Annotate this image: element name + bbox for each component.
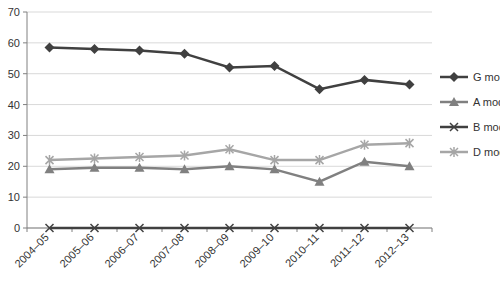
marker xyxy=(91,154,99,164)
data-group xyxy=(45,42,415,232)
grid-line xyxy=(27,197,432,198)
marker xyxy=(406,224,414,232)
x-tick xyxy=(27,228,28,232)
series-line xyxy=(50,162,410,182)
y-tick-label: 30 xyxy=(8,129,20,141)
series-line xyxy=(50,143,410,160)
marker xyxy=(405,161,415,170)
marker xyxy=(181,150,189,160)
marker xyxy=(91,224,99,232)
marker xyxy=(136,224,144,232)
marker xyxy=(45,42,55,52)
marker xyxy=(405,80,415,90)
y-tick-label: 10 xyxy=(8,191,20,203)
x-tick-label: 2005–06 xyxy=(57,231,96,270)
marker xyxy=(271,155,279,165)
marker xyxy=(361,140,369,150)
legend-label: G model xyxy=(473,71,500,83)
marker xyxy=(406,138,414,148)
y-tick-label: 70 xyxy=(8,6,20,18)
y-tick xyxy=(23,197,27,198)
marker xyxy=(270,61,280,71)
y-tick xyxy=(23,12,27,13)
legend-label: A model xyxy=(473,96,500,108)
marker xyxy=(360,75,370,85)
grid-line xyxy=(27,135,432,136)
marker xyxy=(181,224,189,232)
x-tick-label: 2004–05 xyxy=(12,231,51,270)
marker xyxy=(316,155,324,165)
y-tick xyxy=(23,42,27,43)
marker xyxy=(90,163,100,172)
legend-marker xyxy=(449,72,459,82)
y-tick-label: 20 xyxy=(8,160,20,172)
marker xyxy=(315,84,325,94)
legend-marker xyxy=(450,147,458,157)
marker xyxy=(225,63,235,73)
legend-marker xyxy=(450,123,458,131)
marker xyxy=(136,152,144,162)
marker xyxy=(46,224,54,232)
legend-label: D model xyxy=(473,146,500,158)
x-tick-label: 2010–11 xyxy=(283,231,321,269)
grid-line xyxy=(27,12,432,13)
marker xyxy=(360,157,370,166)
x-tick-label: 2006–07 xyxy=(102,231,141,270)
x-tick-label: 2011–12 xyxy=(328,231,366,269)
y-tick xyxy=(23,104,27,105)
y-tick-label: 40 xyxy=(8,99,20,111)
marker xyxy=(180,164,190,173)
x-tick xyxy=(432,228,433,232)
marker xyxy=(271,224,279,232)
grid-line xyxy=(27,73,432,74)
chart: 0 10 20 30 40 50 60 70 2004–052005–062006–072007… xyxy=(0,0,500,284)
y-axis xyxy=(27,12,28,228)
marker xyxy=(226,144,234,154)
marker xyxy=(46,155,54,165)
legend-marker xyxy=(449,97,459,106)
marker xyxy=(90,44,100,54)
marker xyxy=(45,164,55,173)
marker xyxy=(226,224,234,232)
x-tick-label: 2009–10 xyxy=(237,231,276,270)
marker xyxy=(316,224,324,232)
y-tick-label: 60 xyxy=(8,37,20,49)
legend: G model A model B model D model xyxy=(440,71,500,158)
marker xyxy=(135,163,145,172)
y-tick xyxy=(23,135,27,136)
series-line xyxy=(50,47,410,89)
y-tick xyxy=(23,73,27,74)
marker xyxy=(315,177,325,186)
marker xyxy=(361,224,369,232)
y-tick xyxy=(23,166,27,167)
marker xyxy=(180,49,190,59)
x-tick-label: 2012–13 xyxy=(372,231,411,270)
marker xyxy=(135,46,145,56)
legend-label: B model xyxy=(473,121,500,133)
marker xyxy=(225,161,235,170)
marker xyxy=(270,164,280,173)
y-tick xyxy=(23,228,27,229)
x-tick-label: 2007–08 xyxy=(147,231,186,270)
grid-line xyxy=(27,104,432,105)
y-tick-label: 0 xyxy=(14,222,20,234)
y-tick-label: 50 xyxy=(8,68,20,80)
grid-line xyxy=(27,42,432,43)
x-tick-label: 2008–09 xyxy=(192,231,231,270)
